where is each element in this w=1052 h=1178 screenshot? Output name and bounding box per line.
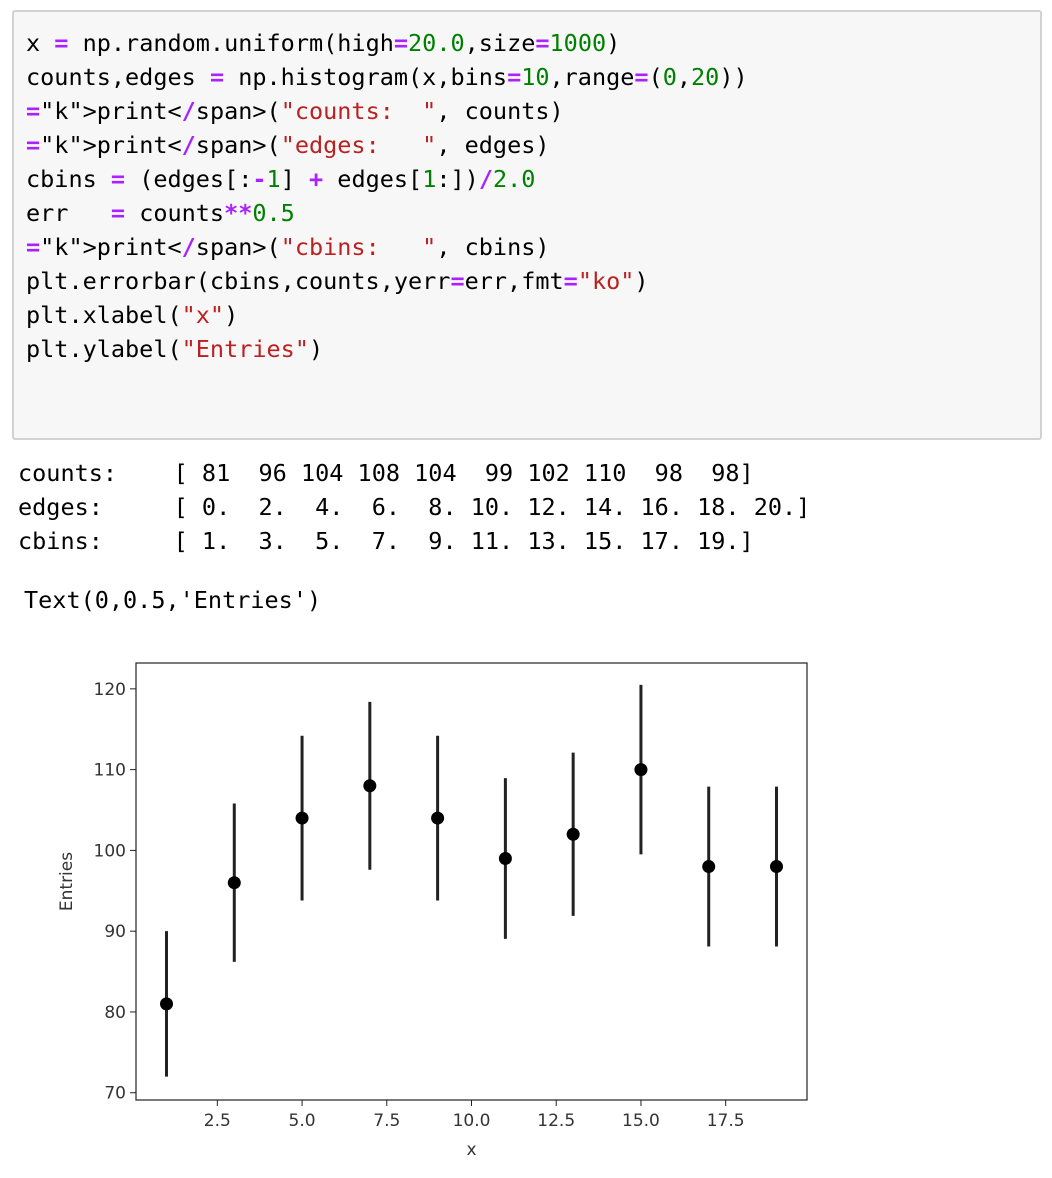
y-tick-label: 90 xyxy=(104,922,126,942)
x-tick-label: 10.0 xyxy=(453,1111,491,1131)
y-tick-label: 100 xyxy=(94,841,126,861)
code-line: plt.xlabel("x") xyxy=(26,301,239,329)
x-tick-label: 17.5 xyxy=(707,1111,745,1131)
data-point xyxy=(363,779,377,793)
stdout-line: counts: [ 81 96 104 108 104 99 102 110 9… xyxy=(18,459,754,487)
code-line: err = counts**0.5 xyxy=(26,199,295,227)
code-line: cbins = (edges[:-1] + edges[1:])/2.0 xyxy=(26,165,536,193)
y-axis-label: Entries xyxy=(57,852,77,911)
code-cell[interactable]: x = np.random.uniform(high=20.0,size=100… xyxy=(12,10,1042,440)
result-text: Text(0,0.5,'Entries') xyxy=(24,586,322,614)
data-point xyxy=(295,811,309,825)
x-tick-label: 5.0 xyxy=(289,1111,316,1131)
data-point xyxy=(227,876,241,890)
data-point xyxy=(498,851,512,865)
y-tick-label: 70 xyxy=(104,1084,126,1104)
data-point xyxy=(702,860,716,874)
stdout-line: cbins: [ 1. 3. 5. 7. 9. 11. 13. 15. 17. … xyxy=(18,527,754,555)
x-tick-label: 12.5 xyxy=(537,1111,575,1131)
code-editor[interactable]: x = np.random.uniform(high=20.0,size=100… xyxy=(26,26,748,366)
stdout-output: counts: [ 81 96 104 108 104 99 102 110 9… xyxy=(18,456,810,558)
code-line: x = np.random.uniform(high=20.0,size=100… xyxy=(26,29,621,57)
data-point xyxy=(160,997,173,1011)
data-point xyxy=(431,811,445,825)
x-tick-label: 2.5 xyxy=(204,1111,231,1131)
errorbar-chart: 2.5 5.0 7.5 10.0 12.5 15.0 17.5 70 80 90 100 110 120… xyxy=(57,662,808,1160)
code-line: counts,edges = np.histogram(x,bins=10,ra… xyxy=(26,63,748,91)
x-axis-label: x xyxy=(466,1140,476,1160)
y-tick-label: 110 xyxy=(94,761,126,781)
code-line: ="k">print</span>("counts: ", counts) xyxy=(26,97,564,125)
code-line: ="k">print</span>("edges: ", edges) xyxy=(26,131,550,159)
code-line: plt.errorbar(cbins,counts,yerr=err,fmt="… xyxy=(26,267,649,295)
y-tick-label: 80 xyxy=(104,1003,126,1023)
data-point xyxy=(770,860,783,874)
stdout-line: edges: [ 0. 2. 4. 6. 8. 10. 12. 14. 16. … xyxy=(18,493,811,521)
x-tick-label: 7.5 xyxy=(373,1111,400,1131)
y-tick-label: 120 xyxy=(94,680,126,700)
x-tick-label: 15.0 xyxy=(622,1111,660,1131)
code-line: plt.ylabel("Entries") xyxy=(26,335,324,363)
code-line: ="k">print</span>("cbins: ", cbins) xyxy=(26,233,550,261)
data-point xyxy=(566,827,580,841)
data-point xyxy=(634,763,648,777)
